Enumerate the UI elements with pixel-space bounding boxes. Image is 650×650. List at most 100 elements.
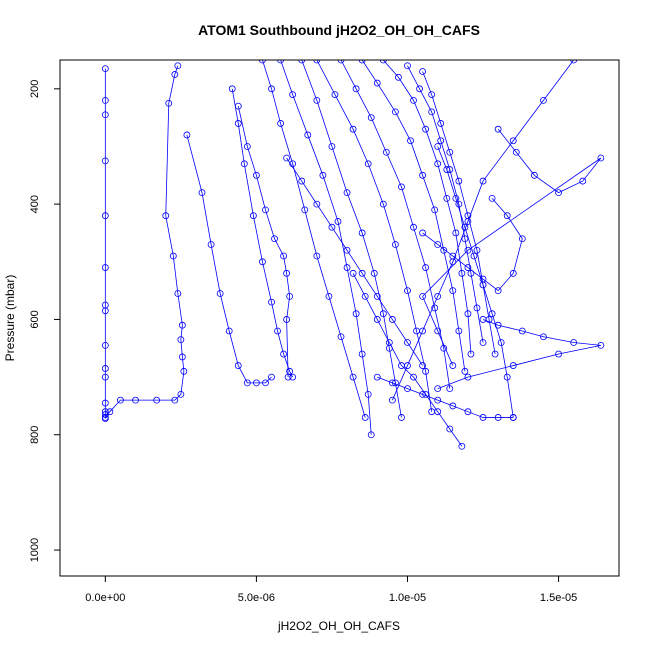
data-point: [101, 414, 109, 421]
profile-series-12: [379, 60, 475, 358]
data-point: [464, 264, 472, 271]
data-point: [319, 171, 327, 179]
data-point: [497, 339, 505, 346]
data-point: [437, 137, 445, 145]
data-point: [101, 307, 109, 315]
data-point: [298, 60, 306, 64]
data-point: [458, 442, 466, 450]
data-point: [280, 252, 288, 260]
series-line: [301, 60, 402, 418]
y-tick-label: 1000: [29, 538, 41, 562]
data-point: [358, 60, 366, 64]
data-point: [512, 148, 520, 156]
data-point: [398, 414, 405, 421]
data-point: [284, 373, 292, 381]
data-point: [518, 235, 526, 243]
data-point: [452, 194, 460, 202]
data-point: [283, 269, 291, 277]
data-point: [464, 408, 472, 416]
series-line: [316, 60, 433, 412]
data-point: [367, 114, 375, 122]
data-point: [434, 385, 442, 393]
y-tick-label: 200: [29, 80, 41, 98]
data-point: [494, 125, 502, 133]
data-point: [464, 218, 472, 225]
data-point: [301, 206, 309, 214]
data-point: [382, 148, 390, 156]
x-tick-label: 1.0e-05: [389, 592, 426, 604]
series-line: [186, 134, 272, 384]
profile-series-3: [183, 131, 275, 387]
data-point: [449, 362, 457, 369]
data-point: [178, 353, 186, 361]
profile-series-7: [277, 60, 375, 439]
series-line: [392, 60, 574, 401]
data-point: [253, 379, 260, 387]
data-point: [268, 298, 275, 306]
data-point: [410, 96, 417, 104]
data-point: [262, 206, 269, 214]
series-line: [280, 60, 372, 435]
data-point: [334, 218, 342, 225]
data-point: [373, 373, 381, 381]
series-line: [377, 376, 514, 418]
data-point: [358, 269, 366, 277]
data-point: [416, 85, 423, 93]
data-point: [298, 177, 306, 185]
data-point: [479, 414, 487, 421]
data-point: [410, 223, 417, 231]
data-point: [434, 396, 442, 404]
data-point: [467, 350, 475, 358]
data-point: [391, 241, 399, 248]
data-point: [243, 143, 251, 150]
data-point: [361, 414, 369, 421]
data-point: [509, 414, 517, 421]
series-line: [383, 60, 472, 355]
data-point: [174, 62, 182, 70]
data-point: [253, 171, 260, 179]
data-point: [494, 321, 502, 329]
data-point: [289, 91, 297, 98]
data-point: [225, 327, 233, 335]
data-point: [153, 396, 161, 404]
series-line: [407, 65, 484, 343]
profile-series-19: [349, 269, 466, 450]
profile-series-21: [373, 373, 517, 421]
data-point: [494, 414, 502, 421]
data-point: [171, 71, 179, 78]
data-point: [570, 339, 578, 346]
profile-series-15: [434, 143, 517, 421]
data-point: [207, 241, 215, 248]
data-point: [259, 60, 266, 64]
data-point: [434, 408, 442, 416]
profile-series-6: [259, 60, 369, 421]
y-axis: 200 400 600 800 1000: [29, 80, 60, 562]
data-point: [407, 137, 414, 145]
data-point: [177, 390, 185, 398]
series-line: [422, 198, 523, 292]
data-point: [234, 120, 242, 127]
data-point: [419, 68, 426, 75]
profile-series-18: [434, 316, 605, 393]
data-point: [410, 373, 417, 381]
data-point: [165, 99, 173, 107]
data-point: [174, 290, 182, 297]
data-point: [461, 235, 469, 243]
series-line: [262, 60, 366, 418]
data-point: [428, 108, 436, 116]
data-point: [101, 96, 109, 104]
series-line: [422, 128, 602, 366]
data-point: [101, 65, 109, 73]
data-point: [243, 379, 251, 387]
data-point: [364, 390, 372, 398]
data-point: [434, 292, 442, 300]
data-point: [428, 91, 436, 98]
data-point: [343, 264, 351, 271]
data-point: [446, 148, 454, 156]
data-point: [434, 143, 442, 150]
data-point: [479, 339, 487, 346]
data-point: [198, 189, 206, 197]
data-point: [216, 290, 224, 297]
series-line: [237, 106, 291, 378]
